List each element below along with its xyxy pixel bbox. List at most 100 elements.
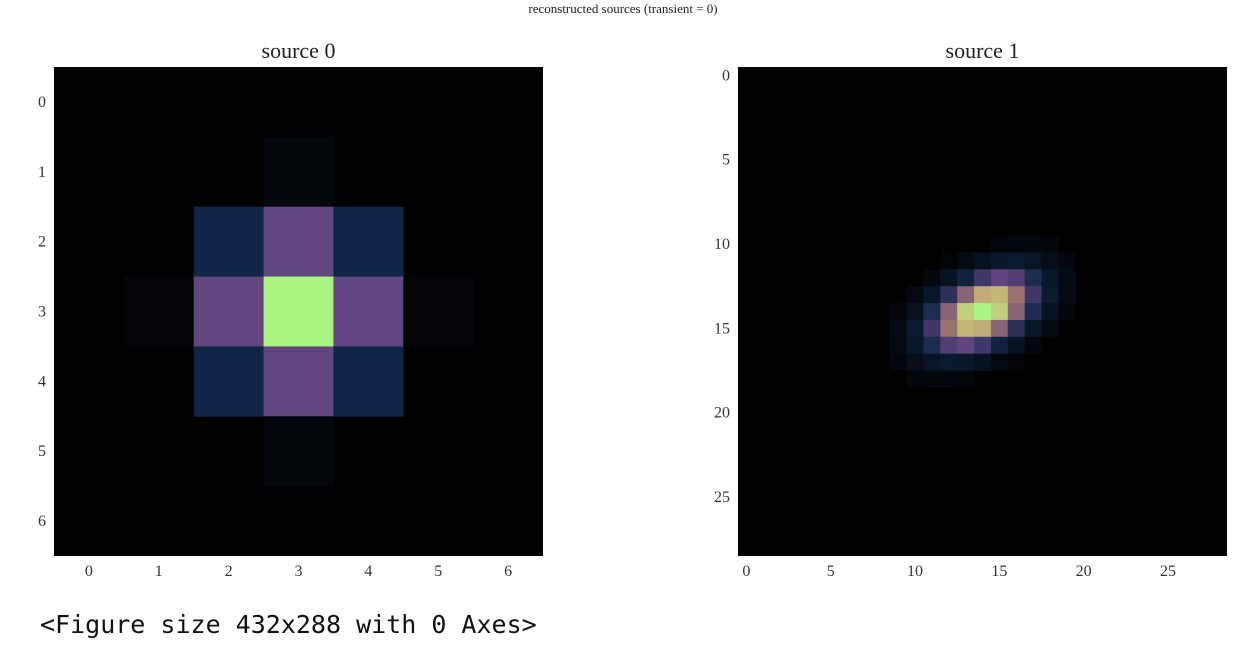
heatmap-0-xtick-label: 5 xyxy=(434,563,442,580)
heatmap-1-cell-16-14 xyxy=(974,336,992,355)
heatmap-0-cell-2-3 xyxy=(263,206,334,277)
heatmap-1-cell-17-12 xyxy=(940,353,958,371)
heatmap-0-xtick-label: 3 xyxy=(295,563,303,580)
heatmap-1-cell-18-12 xyxy=(940,370,958,388)
heatmap-1-cell-13-10 xyxy=(906,286,924,304)
heatmap-1-cell-17-16 xyxy=(1007,353,1026,371)
heatmap-1-cell-11-17 xyxy=(1024,252,1042,270)
heatmap-1-ytick-label: 0 xyxy=(722,67,730,84)
heatmap-1-ytick-label: 15 xyxy=(714,320,730,337)
heatmap-1-cell-10-17 xyxy=(1024,235,1042,253)
heatmap-1-cell-12-12 xyxy=(940,269,958,287)
heatmap-1-cell-11-14 xyxy=(974,252,992,270)
console-output: <Figure size 432x288 with 0 Axes> xyxy=(40,610,537,639)
heatmap-1-cell-14-10 xyxy=(906,303,924,321)
heatmap-1-cell-17-11 xyxy=(923,353,941,371)
heatmap-1-cell-14-11 xyxy=(923,303,941,321)
heatmap-0-ytick-label: 1 xyxy=(38,164,46,181)
heatmap-1-cell-14-17 xyxy=(1024,303,1042,321)
heatmap-1-cell-10-15 xyxy=(990,235,1009,253)
heatmap-0-cell-1-3 xyxy=(263,136,334,208)
heatmap-0-xtick-label: 0 xyxy=(85,563,93,580)
heatmap-1-cell-16-13 xyxy=(957,336,975,355)
heatmap-0-xtick-label: 4 xyxy=(364,563,372,580)
heatmap-0-ytick-label: 3 xyxy=(38,304,46,321)
heatmap-1-cell-13-19 xyxy=(1058,286,1076,304)
heatmap-0-ytick-label: 5 xyxy=(38,443,46,460)
heatmap-1-ytick-label: 10 xyxy=(714,236,730,253)
figure-title: reconstructed sources (transient = 0) xyxy=(528,1,718,16)
heatmap-1-cell-17-10 xyxy=(906,353,924,371)
heatmap-1-xtick-label: 15 xyxy=(991,563,1007,580)
heatmap-0-cell-3-5 xyxy=(403,276,474,347)
heatmap-1-cell-11-18 xyxy=(1041,252,1059,270)
heatmap-1-cell-11-12 xyxy=(940,252,958,270)
heatmap-1-cell-15-18 xyxy=(1041,319,1059,338)
heatmap-0-cell-5-3 xyxy=(263,416,334,487)
heatmap-1-ytick-label: 20 xyxy=(714,405,730,422)
heatmap-0-ytick-label: 0 xyxy=(38,94,46,111)
heatmap-1-cell-13-17 xyxy=(1024,286,1042,304)
heatmap-1-cell-11-15 xyxy=(990,252,1009,270)
heatmap-source-1: 0 5 10 15 20 25 0 5 10 15 20 25 xyxy=(714,67,1227,580)
heatmap-1-cell-14-15 xyxy=(990,303,1009,321)
heatmap-1-cell-14-16 xyxy=(1007,303,1026,321)
heatmap-0-xtick-label: 6 xyxy=(504,563,512,580)
heatmap-1-cell-13-11 xyxy=(923,286,941,304)
heatmap-1-cell-12-13 xyxy=(957,269,975,287)
heatmap-1-xtick-label: 5 xyxy=(827,563,835,580)
heatmap-1-cell-12-19 xyxy=(1058,269,1076,287)
heatmap-1-cell-14-18 xyxy=(1041,303,1059,321)
heatmap-1-cell-15-11 xyxy=(923,319,941,338)
heatmap-1-cell-18-10 xyxy=(906,370,924,388)
heatmap-1-cell-11-16 xyxy=(1007,252,1026,270)
heatmap-1-cell-15-17 xyxy=(1024,319,1042,338)
heatmap-1-cell-12-16 xyxy=(1007,269,1026,287)
heatmap-1-cell-10-16 xyxy=(1007,235,1026,253)
heatmap-1-xtick-label: 10 xyxy=(907,563,923,580)
heatmap-0-cell-3-2 xyxy=(193,276,264,347)
heatmap-1-cell-11-13 xyxy=(957,252,975,270)
heatmap-0-cell-3-3 xyxy=(263,276,334,347)
heatmap-source-0: 0 1 2 3 4 5 6 0 1 2 3 4 5 6 xyxy=(38,67,543,580)
heatmap-1-cell-14-14 xyxy=(974,303,992,321)
heatmap-1-cell-15-15 xyxy=(990,319,1009,338)
heatmap-1-cell-13-12 xyxy=(940,286,958,304)
heatmap-0-xtick-label: 2 xyxy=(225,563,233,580)
heatmap-1-cell-12-15 xyxy=(990,269,1009,287)
panel-1-title: source 1 xyxy=(945,38,1020,63)
heatmap-1-cell-16-16 xyxy=(1007,336,1026,355)
heatmap-1-cell-16-12 xyxy=(940,336,958,355)
heatmap-1-cell-17-15 xyxy=(990,353,1009,371)
heatmap-1-cell-16-11 xyxy=(923,336,941,355)
heatmap-1-cell-15-10 xyxy=(906,319,924,338)
heatmap-1-ytick-label: 25 xyxy=(714,489,730,506)
heatmap-1-xtick-label: 0 xyxy=(742,563,750,580)
heatmap-1-ytick-label: 5 xyxy=(722,152,730,169)
heatmap-1-cell-15-14 xyxy=(974,319,992,338)
heatmap-1-cell-11-19 xyxy=(1058,252,1076,270)
heatmap-1-cell-17-14 xyxy=(974,353,992,371)
heatmap-1-cell-12-17 xyxy=(1024,269,1042,287)
heatmap-1-cell-13-16 xyxy=(1007,286,1026,304)
heatmap-1-cell-14-19 xyxy=(1058,303,1076,321)
heatmap-1-cell-14-9 xyxy=(889,303,908,321)
heatmap-1-cell-17-9 xyxy=(889,353,908,371)
heatmap-0-cell-3-1 xyxy=(123,276,195,347)
heatmap-1-cell-16-9 xyxy=(889,336,908,355)
heatmap-0-ytick-label: 4 xyxy=(38,373,46,390)
heatmap-1-cell-13-13 xyxy=(957,286,975,304)
heatmap-1-cell-12-14 xyxy=(974,269,992,287)
heatmap-1-cell-18-13 xyxy=(957,370,975,388)
heatmap-0-xtick-label: 1 xyxy=(155,563,163,580)
heatmap-0-cell-3-4 xyxy=(333,276,404,347)
heatmap-1-cell-15-12 xyxy=(940,319,958,338)
heatmap-1-cell-18-11 xyxy=(923,370,941,388)
heatmap-1-cell-15-16 xyxy=(1007,319,1026,338)
heatmap-1-cell-12-11 xyxy=(923,269,941,287)
heatmap-1-cell-13-18 xyxy=(1041,286,1059,304)
heatmap-1-cell-16-10 xyxy=(906,336,924,355)
heatmap-0-cell-2-4 xyxy=(333,206,404,277)
panel-0-title: source 0 xyxy=(261,38,336,63)
heatmap-1-cell-13-15 xyxy=(990,286,1009,304)
